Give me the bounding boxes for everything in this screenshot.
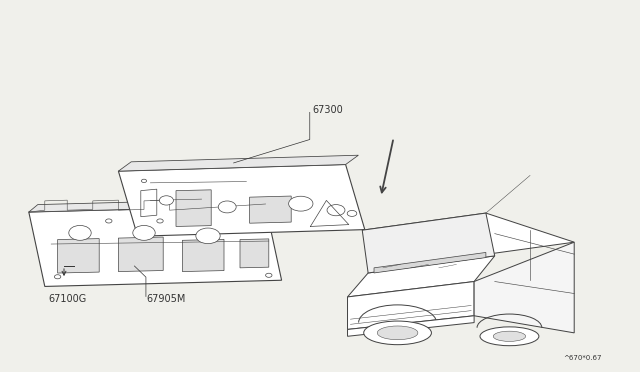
Ellipse shape (364, 321, 431, 345)
Polygon shape (250, 196, 291, 223)
Text: 67905M: 67905M (146, 295, 186, 304)
Polygon shape (348, 256, 495, 297)
Ellipse shape (289, 196, 313, 211)
Ellipse shape (493, 331, 525, 341)
Ellipse shape (266, 273, 272, 278)
Text: 67100G: 67100G (48, 295, 86, 304)
Polygon shape (362, 213, 574, 259)
Ellipse shape (196, 228, 220, 244)
Ellipse shape (106, 219, 112, 223)
Polygon shape (374, 253, 486, 273)
Polygon shape (118, 155, 358, 171)
Ellipse shape (347, 211, 357, 217)
Polygon shape (348, 282, 474, 330)
Ellipse shape (218, 201, 236, 213)
Polygon shape (362, 213, 495, 273)
Polygon shape (240, 239, 269, 268)
Polygon shape (474, 242, 574, 333)
Polygon shape (118, 237, 163, 272)
Polygon shape (29, 206, 282, 286)
Polygon shape (141, 189, 157, 217)
Ellipse shape (141, 179, 147, 183)
Ellipse shape (159, 196, 173, 205)
Polygon shape (58, 238, 99, 273)
Ellipse shape (377, 326, 418, 340)
Text: ^670*0.67: ^670*0.67 (563, 355, 602, 361)
Ellipse shape (157, 219, 163, 223)
Ellipse shape (69, 225, 92, 240)
Ellipse shape (327, 205, 345, 216)
Ellipse shape (480, 327, 539, 346)
Polygon shape (348, 316, 474, 336)
Ellipse shape (54, 275, 61, 279)
Polygon shape (29, 198, 275, 212)
Polygon shape (182, 239, 224, 272)
Text: 67300: 67300 (312, 105, 343, 115)
Ellipse shape (133, 225, 155, 240)
Polygon shape (176, 190, 211, 227)
Polygon shape (118, 164, 365, 236)
